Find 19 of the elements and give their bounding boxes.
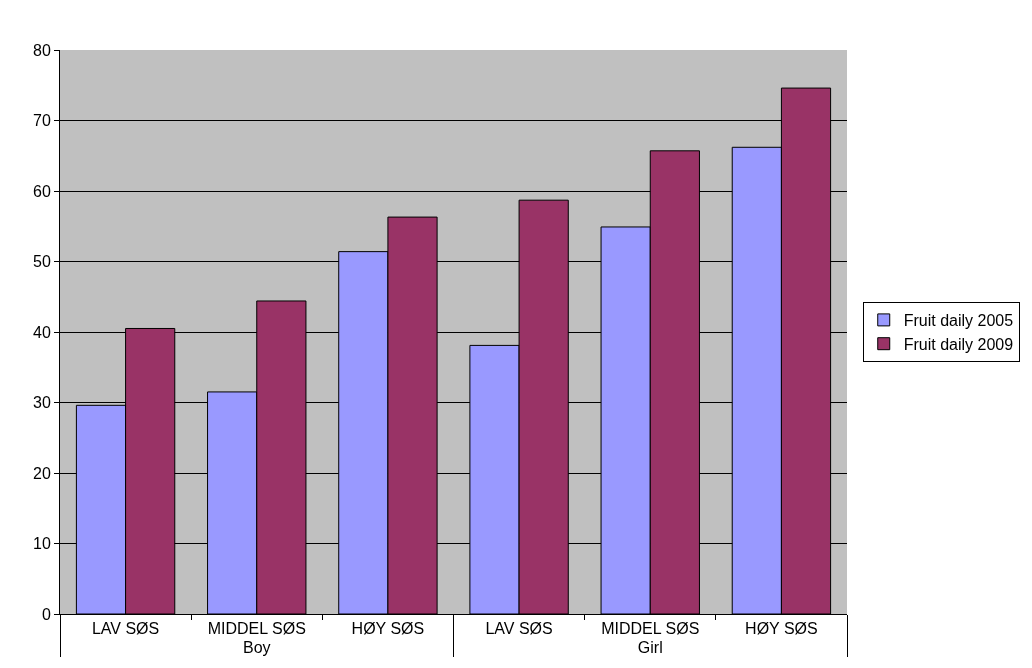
x-tick-label: MIDDEL SØS xyxy=(601,620,700,638)
legend-label: Fruit daily 2009 xyxy=(903,335,1014,353)
x-tick-label: MIDDEL SØS xyxy=(207,620,306,638)
y-tick-label: 80 xyxy=(33,41,51,59)
y-tick-label: 40 xyxy=(33,323,51,341)
x-tick-label: LAV SØS xyxy=(485,620,553,638)
x-tick-label: HØY SØS xyxy=(745,620,818,638)
y-tick-label: 70 xyxy=(33,112,51,130)
x-tick-label: LAV SØS xyxy=(91,620,160,638)
y-tick-label: 20 xyxy=(33,464,51,482)
y-tick-label: 50 xyxy=(33,253,51,271)
text: Boy xyxy=(242,639,271,657)
x-tick-label: HØY SØS xyxy=(351,620,425,638)
y-tick-label: 0 xyxy=(41,605,51,623)
text: Girl xyxy=(637,639,663,657)
y-tick-label: 30 xyxy=(33,394,51,412)
y-tick-label: 60 xyxy=(33,182,51,200)
legend-label: Fruit daily 2005 xyxy=(903,312,1014,330)
y-tick-label: 10 xyxy=(33,535,51,553)
